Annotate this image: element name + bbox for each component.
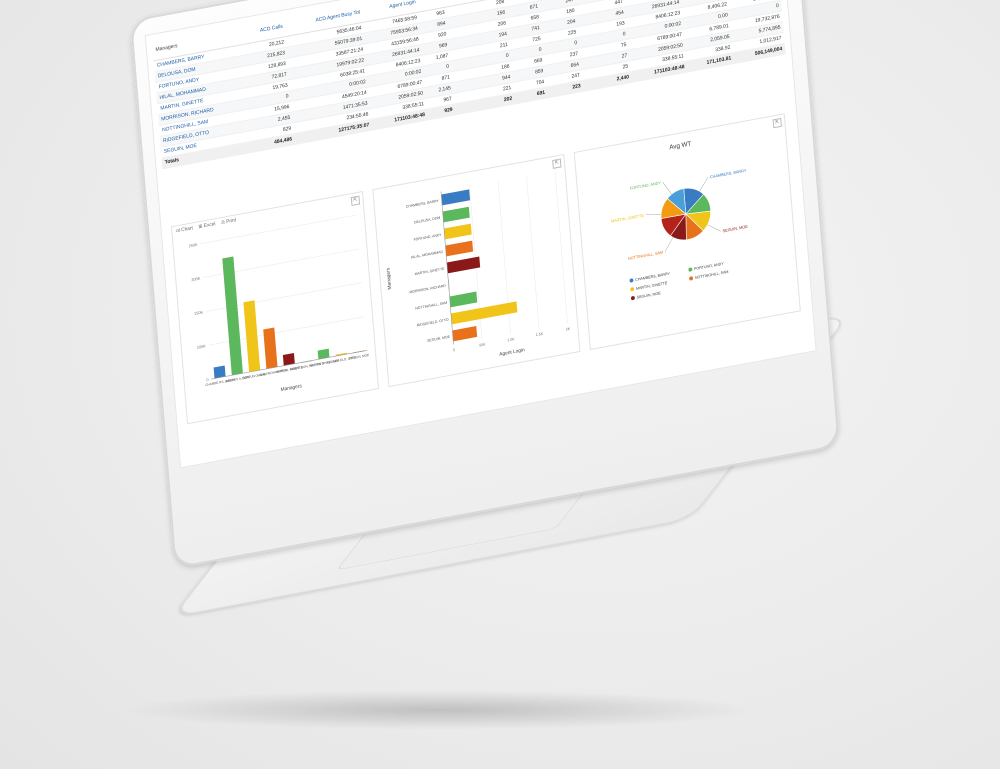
legend-swatch [629, 278, 634, 283]
hbar-chart-panel: ⇱ 0 50K 1.0K 1.5K 2K CHAMBERS, BARRY DELOUSA, … [372, 153, 581, 388]
y-tick-label: MARTIN, GINETTE [415, 267, 446, 277]
y-tick-label: 0 [206, 377, 209, 382]
x-tick-label: 0 [453, 348, 455, 352]
gridline [526, 175, 540, 329]
bar[interactable] [452, 326, 478, 342]
laptop-lid: Managers ACD Calls ACD Agent Busy Tot Agent… [130, 0, 840, 569]
bar[interactable] [445, 240, 474, 257]
bar-chart-panel: ol Chart ⊞ Excel ⎙ Print ⇱ 0 100K 150K 200K… [170, 190, 380, 425]
pie-chart-panel: ⇱ Avg WT FORTUNO, ANDY CHAMBERS, BARRY MART… [573, 113, 801, 351]
slice-label: CHAMBERS, BARRY [710, 168, 747, 180]
x-tick-label: DELOUS A, DOM [226, 375, 251, 384]
y-tick-label: 150K [194, 309, 204, 316]
y-tick-label: MORRISON, RICHARD [409, 284, 446, 295]
y-axis [440, 191, 454, 345]
legend-swatch [689, 276, 694, 281]
gridline [200, 214, 357, 245]
bar[interactable] [446, 256, 481, 274]
y-tick-label: SEGUIN, MOE [427, 335, 451, 343]
gridline [554, 170, 568, 324]
bar[interactable] [263, 327, 278, 369]
x-tick-label: RIDGEFI ELD, OTTO [327, 355, 357, 364]
bar[interactable] [449, 291, 478, 308]
callout-line [662, 182, 672, 195]
x-axis-label: Managers [280, 383, 302, 393]
y-tick-label: DELOUSA, DOM [414, 216, 441, 225]
x-tick-label: 1.0K [507, 337, 515, 342]
x-tick-label: MARTIN, GINETTE [276, 365, 303, 374]
x-tick-label: MORRI SON, RICHAR D [290, 361, 325, 371]
x-tick-label: 50K [479, 342, 486, 347]
legend-label[interactable]: MARTIN, GINETTE [636, 281, 668, 291]
y-tick-label: 200K [191, 276, 201, 283]
bar[interactable] [213, 365, 226, 379]
y-tick-label: RIDGEFIELD, OTTO [417, 318, 449, 328]
x-tick-label: 2K [566, 327, 571, 332]
legend-label[interactable]: CHAMBERS, BARRY [635, 272, 671, 283]
y-tick-label: FORTUNO, ANDY [413, 233, 442, 242]
x-tick-label: 1.5K [536, 332, 544, 337]
y-tick-label: CHAMBERS, BARRY [406, 199, 440, 209]
x-axis-label: Agent Login [499, 347, 525, 358]
x-tick-label: SEGUIN, MOE [349, 353, 370, 361]
expand-icon[interactable]: ⇱ [772, 117, 782, 129]
bar[interactable] [282, 352, 295, 366]
laptop-shadow [120, 690, 760, 730]
x-tick-label: CHAMBE RS, BARRY [205, 378, 235, 388]
callout-line [707, 224, 721, 232]
legend-swatch [631, 296, 635, 301]
slice-label: FORTUNO, ANDY [630, 180, 662, 191]
bar[interactable] [222, 256, 243, 376]
bar[interactable] [444, 223, 472, 240]
y-tick-label: HILAL, MOHAMMAD [411, 250, 444, 260]
slice-label: MARTIN, GINETTE [611, 213, 645, 224]
legend-swatch [688, 267, 693, 272]
callout-line [699, 177, 709, 192]
y-tick-label: NOTTINGHILL, SAM [415, 301, 447, 311]
expand-icon[interactable]: ⇱ [552, 158, 562, 169]
legend-swatch [630, 287, 635, 292]
y-tick-label: 250K [188, 242, 198, 249]
slice-label: NOTTINGHILL, SAM [628, 249, 664, 261]
x-tick-label: HILAL, MOHAM MAD [258, 368, 288, 378]
expand-icon[interactable]: ⇱ [350, 195, 361, 206]
x-axis [211, 350, 368, 380]
bar[interactable] [450, 301, 518, 325]
y-axis-label: Managers [385, 267, 393, 290]
hbar-chart: 0 50K 1.0K 1.5K 2K CHAMBERS, BARRY DELOUSA, DO… [385, 170, 571, 358]
x-tick-label: NOTTIN GHILL, SAM [310, 358, 340, 367]
bar[interactable] [441, 189, 471, 206]
bar[interactable] [317, 348, 330, 360]
pie-slice[interactable] [667, 188, 687, 218]
bar[interactable] [243, 300, 261, 373]
y-tick-label: 100K [197, 343, 207, 350]
callout-line [664, 237, 674, 252]
bar-chart: 0 100K 150K 200K 250K CHAMBE RS, BARRYDELOUS … [188, 214, 370, 393]
legend-label[interactable]: FORTUNO, ANDY [694, 262, 724, 272]
bar[interactable] [335, 352, 347, 357]
legend-label[interactable]: SEGUIN, MOE [637, 291, 662, 300]
bar[interactable] [442, 206, 470, 223]
legend-label[interactable]: NOTTINGHILL, SAM [695, 270, 729, 280]
dashboard-screen: Managers ACD Calls ACD Agent Busy Tot Agent… [144, 0, 817, 469]
slice-label: SEGUIN, MOE [722, 224, 748, 234]
x-tick-label: FORTUN O, ANDY [242, 372, 268, 381]
chart-title: Avg WT [669, 140, 692, 151]
callout-line [645, 214, 662, 216]
